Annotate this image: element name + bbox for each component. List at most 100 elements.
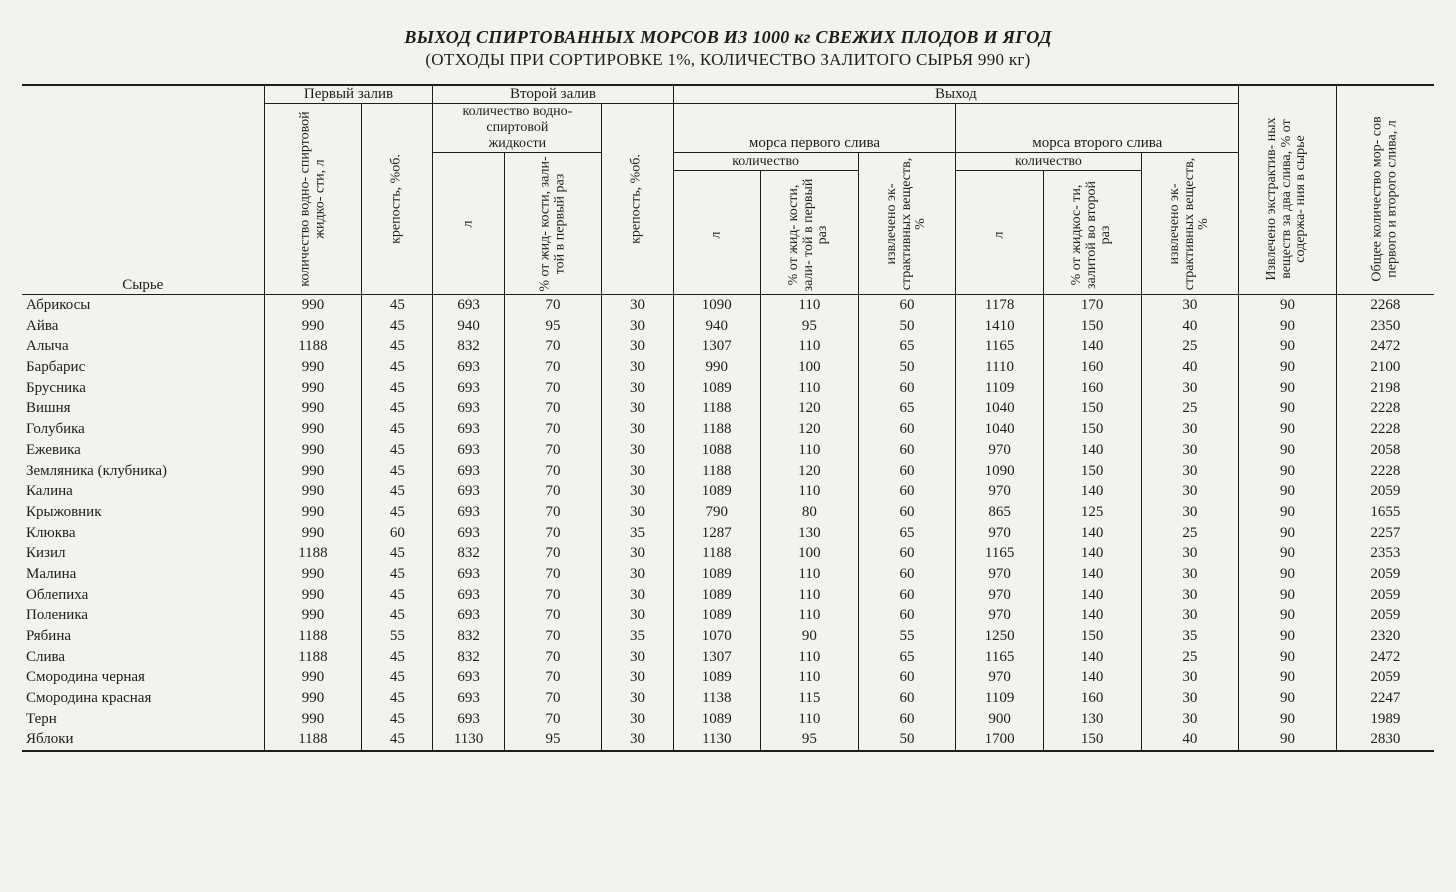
cell-value: 693 [433, 357, 504, 378]
cell-value: 693 [433, 667, 504, 688]
table-row: Земляника (клубника)99045693703011881206… [22, 461, 1434, 482]
cell-value: 1138 [673, 688, 760, 709]
cell-value: 160 [1043, 378, 1141, 399]
hdr-c10: % от жидкос- ти, залитой во второй раз [1043, 170, 1141, 294]
cell-value: 693 [433, 295, 504, 316]
hdr-c7-label: % от жид- кости, зали- той в первый раз [787, 176, 831, 294]
cell-value: 70 [504, 481, 602, 502]
cell-value: 60 [858, 440, 956, 461]
cell-value: 45 [362, 336, 433, 357]
cell-value: 60 [858, 585, 956, 606]
cell-value: 1089 [673, 667, 760, 688]
cell-name: Слива [22, 647, 264, 668]
cell-value: 1090 [673, 295, 760, 316]
cell-name: Поленика [22, 605, 264, 626]
cell-value: 1089 [673, 605, 760, 626]
cell-value: 2228 [1336, 461, 1434, 482]
cell-value: 693 [433, 419, 504, 440]
cell-name: Вишня [22, 398, 264, 419]
cell-value: 693 [433, 461, 504, 482]
hdr-c4: % от жид- кости, зали- той в первый раз [504, 153, 602, 295]
cell-value: 1089 [673, 564, 760, 585]
cell-value: 2059 [1336, 667, 1434, 688]
cell-value: 90 [1239, 502, 1337, 523]
cell-value: 2059 [1336, 585, 1434, 606]
cell-value: 50 [858, 357, 956, 378]
cell-name: Кизил [22, 543, 264, 564]
cell-name: Облепиха [22, 585, 264, 606]
cell-value: 30 [602, 378, 673, 399]
cell-value: 140 [1043, 585, 1141, 606]
hdr-c1: количество водно- спиртовой жидко- сти, … [264, 104, 362, 295]
hdr-c11-label: извлечено эк- страктивных веществ, % [1168, 154, 1212, 294]
cell-value: 990 [264, 357, 362, 378]
cell-value: 100 [761, 357, 859, 378]
cell-value: 150 [1043, 398, 1141, 419]
cell-value: 1165 [956, 647, 1043, 668]
cell-value: 30 [602, 481, 673, 502]
cell-value: 30 [1141, 440, 1239, 461]
cell-value: 693 [433, 440, 504, 461]
cell-value: 70 [504, 357, 602, 378]
cell-value: 140 [1043, 481, 1141, 502]
cell-value: 90 [761, 626, 859, 647]
cell-value: 30 [602, 316, 673, 337]
cell-value: 1188 [264, 729, 362, 751]
cell-value: 30 [1141, 419, 1239, 440]
cell-value: 790 [673, 502, 760, 523]
cell-value: 1188 [673, 398, 760, 419]
cell-value: 900 [956, 709, 1043, 730]
hdr-mors2: морса второго слива [956, 104, 1239, 153]
cell-value: 940 [673, 316, 760, 337]
cell-value: 90 [1239, 523, 1337, 544]
cell-value: 30 [602, 461, 673, 482]
cell-value: 30 [602, 647, 673, 668]
cell-value: 90 [1239, 543, 1337, 564]
cell-value: 70 [504, 502, 602, 523]
cell-value: 60 [858, 502, 956, 523]
table-row: Терн99045693703010891106090013030901989 [22, 709, 1434, 730]
cell-value: 90 [1239, 585, 1337, 606]
cell-value: 45 [362, 357, 433, 378]
cell-value: 110 [761, 481, 859, 502]
cell-value: 1287 [673, 523, 760, 544]
cell-value: 45 [362, 585, 433, 606]
cell-value: 30 [1141, 667, 1239, 688]
cell-value: 990 [264, 378, 362, 399]
cell-value: 1250 [956, 626, 1043, 647]
cell-value: 1130 [673, 729, 760, 751]
hdr-yield: Выход [673, 85, 1239, 104]
cell-value: 2198 [1336, 378, 1434, 399]
cell-value: 35 [602, 626, 673, 647]
cell-value: 25 [1141, 336, 1239, 357]
cell-value: 90 [1239, 647, 1337, 668]
cell-value: 30 [1141, 502, 1239, 523]
cell-value: 45 [362, 709, 433, 730]
cell-value: 970 [956, 481, 1043, 502]
cell-value: 693 [433, 481, 504, 502]
cell-value: 832 [433, 336, 504, 357]
cell-value: 1188 [264, 626, 362, 647]
cell-value: 70 [504, 543, 602, 564]
cell-value: 30 [602, 564, 673, 585]
cell-value: 95 [761, 729, 859, 751]
cell-value: 970 [956, 585, 1043, 606]
table-row: Барбарис99045693703099010050111016040902… [22, 357, 1434, 378]
cell-value: 125 [1043, 502, 1141, 523]
cell-name: Рябина [22, 626, 264, 647]
cell-value: 90 [1239, 709, 1337, 730]
cell-value: 1089 [673, 585, 760, 606]
cell-value: 55 [362, 626, 433, 647]
table-row: Кизил11884583270301188100601165140309023… [22, 543, 1434, 564]
table-row: Калина9904569370301089110609701403090205… [22, 481, 1434, 502]
cell-value: 150 [1043, 419, 1141, 440]
cell-value: 60 [858, 461, 956, 482]
table-row: Крыжовник9904569370307908060865125309016… [22, 502, 1434, 523]
cell-value: 70 [504, 461, 602, 482]
cell-value: 1110 [956, 357, 1043, 378]
cell-value: 100 [761, 543, 859, 564]
cell-value: 1070 [673, 626, 760, 647]
cell-value: 30 [1141, 605, 1239, 626]
cell-value: 45 [362, 316, 433, 337]
cell-value: 1089 [673, 481, 760, 502]
